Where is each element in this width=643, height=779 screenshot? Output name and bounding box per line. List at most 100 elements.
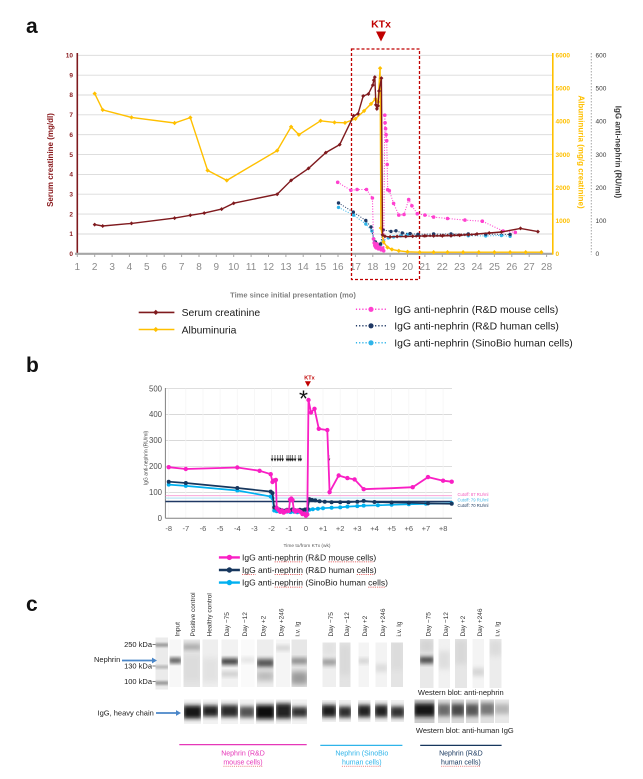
svg-text:5: 5 xyxy=(69,152,73,159)
svg-text:Time to/from KTx (wk): Time to/from KTx (wk) xyxy=(284,543,331,549)
svg-text:4: 4 xyxy=(69,172,73,179)
svg-text:15: 15 xyxy=(315,262,327,273)
svg-text:Day −75: Day −75 xyxy=(224,612,231,637)
svg-text:10: 10 xyxy=(66,53,74,60)
svg-text:Albuminuria: Albuminuria xyxy=(182,325,237,336)
svg-text:21: 21 xyxy=(419,262,431,273)
svg-text:-1: -1 xyxy=(285,524,292,533)
svg-text:2: 2 xyxy=(69,211,73,218)
svg-text:8: 8 xyxy=(196,262,202,273)
svg-text:7: 7 xyxy=(69,112,73,119)
svg-text:Input: Input xyxy=(174,622,181,637)
svg-text:10: 10 xyxy=(228,262,240,273)
svg-text:+4: +4 xyxy=(370,524,379,533)
svg-text:Albuminuria (mg/g creatinine): Albuminuria (mg/g creatinine) xyxy=(577,95,586,209)
svg-text:400: 400 xyxy=(149,410,163,419)
svg-text:+2: +2 xyxy=(336,524,345,533)
svg-text:Day −12: Day −12 xyxy=(242,612,249,637)
svg-text:4: 4 xyxy=(127,262,133,273)
svg-text:22: 22 xyxy=(437,262,449,273)
svg-text:Western blot: anti-nephrin: Western blot: anti-nephrin xyxy=(418,688,504,697)
svg-text:4000: 4000 xyxy=(556,119,571,126)
svg-text:human cells): human cells) xyxy=(342,760,382,767)
svg-text:0: 0 xyxy=(69,251,73,258)
svg-text:+3: +3 xyxy=(353,524,362,533)
svg-text:mouse cells): mouse cells) xyxy=(223,760,262,767)
svg-text:IgG anti-nephrin (RU/ml): IgG anti-nephrin (RU/ml) xyxy=(614,106,623,199)
svg-text:Day −75: Day −75 xyxy=(425,612,432,637)
svg-text:*: * xyxy=(299,386,308,412)
svg-text:b: b xyxy=(26,354,39,377)
svg-text:5000: 5000 xyxy=(556,86,571,93)
svg-text:Day −12: Day −12 xyxy=(344,612,351,637)
svg-text:3: 3 xyxy=(69,191,73,198)
svg-text:+8: +8 xyxy=(439,524,448,533)
svg-text:200: 200 xyxy=(149,462,163,471)
svg-text:IgG anti-nephrin (SinoBio huma: IgG anti-nephrin (SinoBio human cells) xyxy=(394,338,572,349)
svg-text:500: 500 xyxy=(149,384,163,393)
svg-text:27: 27 xyxy=(524,262,536,273)
svg-text:Time since initial presentatio: Time since initial presentation (mo) xyxy=(230,291,356,300)
svg-text:Western blot: anti-human IgG: Western blot: anti-human IgG xyxy=(416,726,514,735)
svg-text:i.v. Ig: i.v. Ig xyxy=(396,621,403,636)
svg-text:Nephrin (R&D: Nephrin (R&D xyxy=(221,751,265,758)
svg-text:25: 25 xyxy=(489,262,501,273)
svg-text:17: 17 xyxy=(350,262,362,273)
svg-text:Day +2: Day +2 xyxy=(261,615,268,636)
svg-text:Nephrin: Nephrin xyxy=(94,655,120,664)
svg-text:Cutoff: 79 RU/ml: Cutoff: 79 RU/ml xyxy=(458,498,489,503)
svg-text:KTx: KTx xyxy=(371,19,391,31)
svg-text:100 kDa: 100 kDa xyxy=(124,677,153,686)
svg-text:IgG anti-nephrin (RU/ml): IgG anti-nephrin (RU/ml) xyxy=(144,430,150,485)
svg-text:23: 23 xyxy=(454,262,466,273)
svg-text:+1: +1 xyxy=(319,524,328,533)
svg-text:Day +246: Day +246 xyxy=(380,608,387,636)
svg-text:400: 400 xyxy=(596,119,607,126)
svg-text:Nephrin (R&D: Nephrin (R&D xyxy=(439,751,483,758)
svg-text:0: 0 xyxy=(556,251,560,258)
svg-text:1000: 1000 xyxy=(556,218,571,225)
svg-text:c: c xyxy=(26,593,38,616)
svg-text:1: 1 xyxy=(69,231,73,238)
svg-text:300: 300 xyxy=(596,152,607,159)
svg-text:3: 3 xyxy=(109,262,115,273)
svg-text:a: a xyxy=(26,15,38,38)
svg-text:24: 24 xyxy=(471,262,483,273)
svg-text:Day −12: Day −12 xyxy=(443,612,450,637)
svg-text:+5: +5 xyxy=(387,524,396,533)
svg-text:12: 12 xyxy=(263,262,275,273)
svg-text:300: 300 xyxy=(149,436,163,445)
svg-text:IgG, heavy chain: IgG, heavy chain xyxy=(98,709,154,718)
svg-text:Day +246: Day +246 xyxy=(279,608,286,636)
svg-text:+7: +7 xyxy=(422,524,431,533)
svg-text:6: 6 xyxy=(69,132,73,139)
svg-text:26: 26 xyxy=(506,262,518,273)
svg-text:6000: 6000 xyxy=(556,53,571,60)
svg-text:0: 0 xyxy=(158,514,163,523)
svg-text:-3: -3 xyxy=(251,524,258,533)
svg-text:2000: 2000 xyxy=(556,185,571,192)
svg-text:100: 100 xyxy=(149,488,163,497)
svg-text:0: 0 xyxy=(596,251,600,258)
svg-text:130 kDa: 130 kDa xyxy=(124,662,153,671)
svg-text:Serum creatinine (mg/dl): Serum creatinine (mg/dl) xyxy=(46,113,55,207)
svg-text:-7: -7 xyxy=(182,524,189,533)
svg-text:13: 13 xyxy=(280,262,292,273)
svg-text:IgG anti-nephrin (R&D mouse ce: IgG anti-nephrin (R&D mouse cells) xyxy=(394,305,558,316)
svg-text:9: 9 xyxy=(214,262,220,273)
svg-text:6: 6 xyxy=(161,262,167,273)
svg-text:Positive control: Positive control xyxy=(190,592,197,637)
svg-text:IgG anti-nephrin (R&D human ce: IgG anti-nephrin (R&D human cells) xyxy=(394,321,559,332)
svg-text:11: 11 xyxy=(246,262,257,273)
svg-text:Day +2: Day +2 xyxy=(460,615,467,636)
svg-text:3000: 3000 xyxy=(556,152,571,159)
svg-text:KTx: KTx xyxy=(304,376,315,382)
svg-text:19: 19 xyxy=(385,262,397,273)
svg-text:Day +2: Day +2 xyxy=(362,615,369,636)
svg-text:i.v. Ig: i.v. Ig xyxy=(294,621,301,636)
svg-text:200: 200 xyxy=(596,185,607,192)
svg-text:100: 100 xyxy=(596,218,607,225)
svg-text:5: 5 xyxy=(144,262,150,273)
svg-text:Cutoff: 87 RU/ml: Cutoff: 87 RU/ml xyxy=(458,492,489,497)
svg-text:human cells): human cells) xyxy=(441,760,481,767)
